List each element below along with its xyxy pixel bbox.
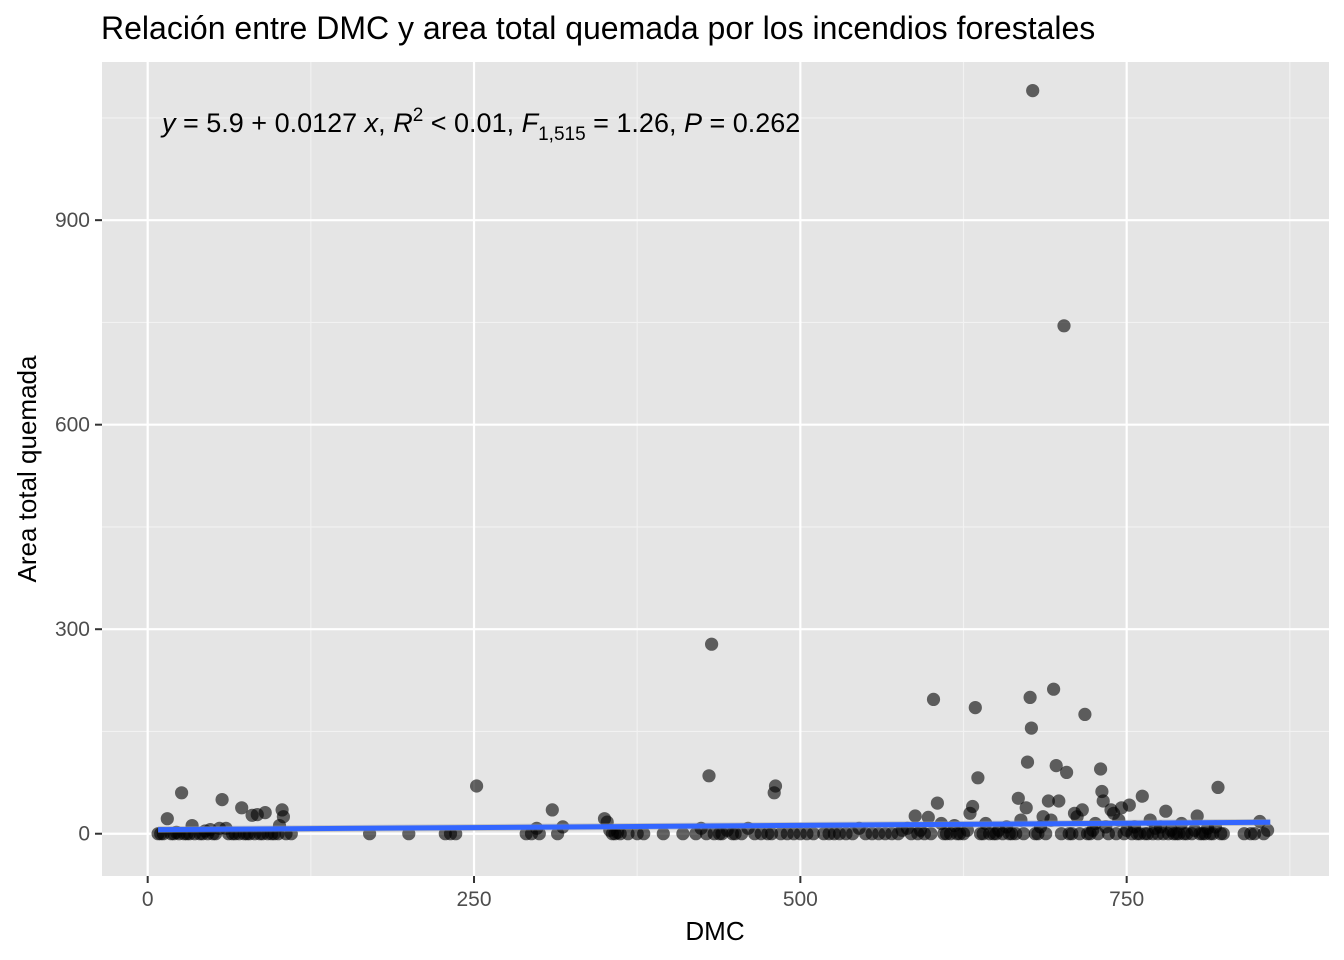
annotation-f-rest: = 1.26, [586, 108, 684, 138]
annotation-r-sup: 2 [413, 105, 424, 126]
data-point [276, 810, 290, 824]
data-point [621, 827, 635, 841]
data-point [545, 803, 559, 817]
x-tick-label: 500 [783, 888, 818, 911]
data-point [532, 827, 546, 841]
data-point [806, 827, 821, 841]
data-point [930, 796, 945, 810]
data-point [1159, 804, 1173, 818]
annotation-f-sub: 1,515 [538, 124, 586, 145]
data-point [1060, 765, 1074, 780]
data-point [1261, 823, 1275, 837]
data-point [1135, 789, 1149, 803]
data-point [1248, 827, 1262, 841]
data-point [968, 701, 982, 715]
data-point [1039, 827, 1053, 841]
data-point [1017, 827, 1031, 841]
annotation-p-rest: = 0.262 [702, 108, 800, 138]
data-point [1049, 759, 1063, 773]
data-point [1211, 780, 1225, 795]
data-point [449, 827, 463, 841]
data-point [765, 827, 779, 841]
data-point [1190, 809, 1204, 823]
data-point [656, 827, 670, 841]
data-point [966, 799, 980, 814]
data-point [1011, 791, 1025, 805]
fit-line [158, 819, 1271, 833]
plot-panel [102, 62, 1329, 876]
data-point [637, 827, 651, 841]
data-point [926, 692, 941, 707]
chart-title: Relación entre DMC y area total quemada … [101, 10, 1095, 46]
data-point [768, 779, 783, 793]
data-point [908, 809, 922, 823]
data-point [1078, 707, 1092, 722]
data-point [921, 810, 935, 825]
axes: 0 250 500 750 0 300 600 900 [55, 209, 1144, 911]
data-point [924, 827, 938, 841]
data-point [258, 806, 272, 820]
x-tick-label: 0 [142, 888, 154, 911]
annotation-y-var: y [160, 108, 177, 138]
annotation-f-var: F [522, 108, 540, 138]
data-point [1024, 721, 1038, 735]
data-point [1047, 682, 1061, 696]
y-tick-label: 0 [78, 823, 90, 846]
annotation-equation: = 5.9 + 0.0127 [176, 108, 365, 138]
data-point [1075, 803, 1089, 817]
data-point [971, 771, 985, 785]
minor-grid [102, 62, 1329, 876]
data-point [702, 769, 716, 783]
y-axis-title: Area total quemada [12, 355, 42, 582]
data-point [1094, 762, 1108, 776]
y-tick-label: 900 [55, 209, 90, 232]
annotation-sep: , [378, 108, 393, 138]
data-point [1019, 801, 1033, 815]
data-point [470, 779, 484, 793]
y-tick-label: 300 [55, 618, 90, 641]
data-point [1023, 690, 1037, 705]
data-point [1216, 827, 1230, 841]
annotation-r-var: R [393, 108, 413, 138]
data-point [676, 827, 690, 841]
data-point [160, 812, 174, 826]
data-point [175, 786, 189, 800]
data-point [1057, 319, 1071, 333]
data-point [1096, 794, 1110, 808]
annotation-r-rest: < 0.01, [423, 108, 521, 138]
regression-annotation: y = 5.9 + 0.0127 x, R2 < 0.01, F1,515 = … [160, 105, 800, 145]
data-point [1041, 794, 1055, 808]
x-axis-title: DMC [685, 916, 744, 946]
data-point [1026, 84, 1040, 98]
x-tick-label: 250 [456, 888, 491, 911]
data-point [235, 801, 249, 815]
regression-fit [158, 818, 1271, 833]
data-point [1052, 794, 1066, 808]
data-point [705, 637, 719, 651]
data-point [1020, 755, 1035, 769]
x-tick-label: 750 [1109, 888, 1144, 911]
annotation-x-var: x [363, 108, 380, 138]
data-point [960, 823, 975, 837]
annotation-p-var: P [684, 108, 702, 138]
data-point [1122, 798, 1136, 812]
y-tick-label: 600 [55, 414, 90, 437]
data-point [215, 793, 229, 807]
